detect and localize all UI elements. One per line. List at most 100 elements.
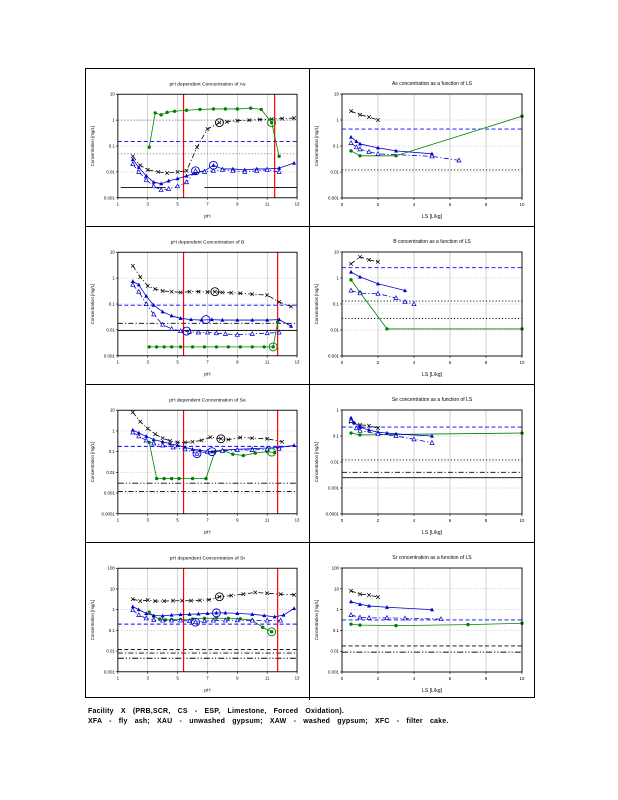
marker-x	[197, 598, 203, 603]
marker-x	[292, 592, 297, 597]
y-tick-label: 0.01	[330, 328, 339, 333]
marker-triangle	[193, 170, 198, 175]
y-tick-label: 0.1	[109, 449, 116, 454]
marker-triangle	[349, 134, 353, 139]
marker-triangle	[130, 279, 135, 283]
marker-x	[217, 120, 222, 125]
chart-cell-ph-b: 1 3 5 7 9 11 13 0.001 0.01 0.1 1 10 pH dependent Con…	[86, 227, 310, 385]
marker-triangle-open	[166, 185, 172, 191]
marker-triangle	[235, 317, 240, 322]
marker-x	[366, 114, 372, 120]
marker-x	[130, 154, 135, 159]
chart-cell-ls-as: 0 2 4 6 8 10 0.001 0.01 0.1 1 10 As concentration a…	[310, 69, 534, 227]
y-tick-label: 100	[332, 566, 340, 571]
x-axis-label: LS [L/kg]	[422, 372, 442, 378]
chart-title: pH dependent Concentration of As	[169, 81, 245, 87]
marker-triangle	[130, 157, 135, 162]
marker-triangle-open	[136, 612, 142, 617]
marker-x	[226, 437, 231, 442]
x-tick-label: 11	[265, 518, 270, 523]
marker-triangle-open	[276, 445, 282, 451]
marker-x	[250, 292, 255, 297]
marker-triangle	[292, 443, 297, 448]
marker-dot	[349, 149, 353, 153]
marker-triangle-open	[278, 617, 284, 623]
marker-x	[253, 590, 258, 595]
x-tick-label: 5	[176, 518, 179, 523]
marker-x	[348, 588, 354, 593]
marker-triangle	[292, 160, 297, 165]
marker-triangle	[144, 434, 149, 438]
flagged-point-circle	[208, 160, 218, 170]
marker-x	[171, 598, 176, 603]
marker-dot	[147, 345, 151, 349]
y-tick-label: 0.001	[104, 669, 116, 674]
marker-dot	[153, 111, 157, 115]
marker-triangle	[262, 613, 267, 618]
marker-x	[205, 127, 210, 132]
marker-triangle-open	[186, 618, 193, 624]
x-tick-label: 5	[176, 676, 179, 681]
marker-triangle-open	[393, 433, 399, 438]
marker-triangle	[367, 603, 371, 608]
marker-x	[357, 592, 363, 597]
marker-triangle	[151, 303, 156, 307]
x-tick-label: 11	[265, 676, 270, 681]
marker-triangle-open	[357, 427, 363, 433]
marker-triangle-open	[130, 161, 136, 167]
marker-x	[168, 438, 173, 443]
marker-triangle	[289, 323, 294, 328]
marker-triangle-open	[456, 157, 462, 163]
series-line	[132, 265, 292, 307]
x-tick-label: 3	[147, 202, 150, 207]
marker-triangle	[385, 430, 389, 435]
marker-x	[130, 597, 135, 602]
marker-x	[366, 593, 372, 598]
y-tick-label: 0.01	[106, 470, 115, 475]
marker-triangle-open	[234, 447, 240, 452]
marker-triangle-open	[178, 328, 184, 334]
marker-triangle	[168, 441, 173, 446]
marker-dot	[358, 154, 362, 158]
x-tick-label: 11	[265, 202, 270, 207]
marker-x	[292, 116, 297, 121]
marker-x	[265, 436, 270, 441]
y-tick-label: 100	[108, 566, 116, 571]
marker-x	[375, 426, 381, 431]
marker-triangle	[160, 439, 165, 444]
marker-x	[169, 289, 174, 294]
flagged-point-circle	[268, 342, 278, 352]
marker-dot	[211, 107, 216, 111]
marker-triangle	[277, 317, 282, 322]
y-axis-label: Concentration [mg/L]	[90, 442, 95, 483]
marker-dot	[169, 345, 174, 349]
marker-triangle	[250, 317, 255, 322]
marker-triangle	[196, 611, 201, 616]
x-tick-label: 6	[449, 676, 452, 681]
marker-triangle-open	[204, 448, 211, 454]
marker-triangle-open	[136, 288, 142, 294]
marker-x	[235, 118, 240, 123]
marker-x	[238, 291, 243, 296]
marker-triangle-open	[429, 153, 435, 159]
marker-dot	[202, 345, 207, 349]
marker-x	[190, 439, 195, 444]
x-tick-label: 1	[117, 202, 120, 207]
marker-dot	[275, 320, 280, 324]
chart-cell-ls-sr: 0 2 4 6 8 10 0.001 0.01 0.1 1 10 100 Sr concentratio…	[310, 543, 534, 700]
marker-triangle-open	[183, 179, 190, 185]
marker-triangle-open	[402, 298, 408, 304]
x-tick-label: 5	[176, 360, 179, 365]
marker-dot	[169, 476, 174, 481]
x-axis-label: pH	[204, 688, 211, 694]
marker-triangle-open	[276, 329, 282, 335]
y-tick-label: 10	[110, 92, 115, 97]
marker-triangle	[136, 282, 141, 287]
marker-triangle	[430, 433, 434, 438]
series-line	[350, 271, 406, 291]
flagged-point-circle	[192, 449, 202, 459]
y-tick-label: 0.001	[328, 486, 340, 491]
marker-x	[138, 599, 143, 604]
marker-dot	[238, 617, 243, 621]
